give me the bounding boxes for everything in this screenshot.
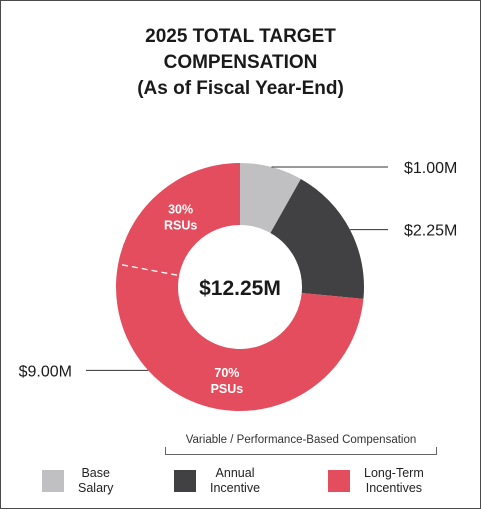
value-label: $2.25M	[404, 223, 457, 240]
slice-base-salary	[240, 163, 301, 233]
sub-slice-percent: 70%	[214, 366, 239, 380]
center-total-label: $12.25M	[199, 277, 281, 300]
slice-annual-incentive	[270, 178, 364, 299]
variable-compensation-label: Variable / Performance-Based Compensatio…	[185, 434, 417, 446]
chart-title: 2025 TOTAL TARGET COMPENSATION (As of Fi…	[0, 24, 481, 102]
psu-rsu-divider	[118, 263, 178, 276]
legend-label-long-term-incentives: Long-Term Incentives	[364, 466, 424, 495]
legend-label-annual-incentive: Annual Incentive	[210, 466, 261, 495]
legend-swatch-base-salary	[42, 470, 64, 492]
title-line-3: (As of Fiscal Year-End)	[137, 78, 344, 99]
legend-item-annual-incentive: Annual Incentive	[174, 466, 260, 496]
title-line-2: COMPENSATION	[163, 52, 318, 73]
sub-slice-percent: 30%	[168, 202, 193, 216]
legend-item-base-salary: Base Salary	[42, 466, 113, 496]
sub-slice-name: PSUs	[211, 382, 244, 396]
slice-long-term-incentives	[116, 163, 364, 411]
legend-swatch-long-term-incentives	[328, 470, 350, 492]
legend-label-base-salary: Base Salary	[78, 466, 114, 495]
variable-compensation-bracket	[165, 447, 437, 455]
legend-item-long-term-incentives: Long-Term Incentives	[328, 466, 424, 496]
value-label: $1.00M	[404, 160, 457, 177]
value-label: $9.00M	[19, 363, 72, 380]
sub-slice-name: RSUs	[164, 218, 197, 232]
legend-swatch-annual-incentive	[174, 470, 196, 492]
title-line-1: 2025 TOTAL TARGET	[145, 26, 336, 47]
